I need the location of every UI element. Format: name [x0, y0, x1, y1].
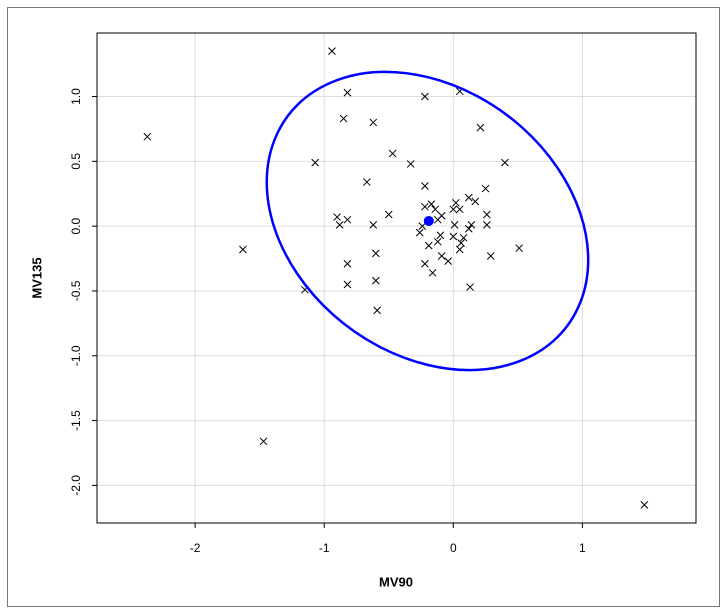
point	[388, 149, 397, 158]
point	[437, 252, 446, 260]
point	[373, 306, 381, 315]
point	[476, 123, 485, 132]
point	[640, 500, 649, 509]
point	[418, 222, 427, 231]
point	[328, 47, 336, 56]
point	[362, 178, 371, 186]
point	[428, 268, 437, 277]
point	[427, 200, 436, 208]
point	[371, 276, 380, 285]
point	[421, 92, 429, 101]
point	[444, 257, 452, 266]
point	[339, 114, 348, 123]
point	[433, 237, 442, 246]
point	[457, 239, 465, 247]
point	[421, 202, 429, 211]
point	[449, 205, 458, 214]
x-tick-label: 1	[579, 541, 586, 555]
x-tick-label: -2	[190, 541, 201, 555]
ellipse	[265, 70, 590, 372]
point	[450, 220, 459, 229]
y-tick-label: -2.0	[69, 475, 83, 496]
point	[483, 220, 491, 229]
point	[335, 220, 344, 229]
point	[424, 241, 433, 250]
point	[436, 231, 445, 240]
point	[464, 193, 473, 202]
point	[369, 220, 378, 229]
point	[483, 210, 491, 219]
x-axis-title: MV90	[379, 574, 413, 589]
point	[384, 210, 393, 219]
point	[431, 205, 440, 214]
point	[452, 198, 460, 207]
point	[501, 158, 509, 167]
y-tick-label: 1.0	[69, 88, 83, 105]
point	[421, 259, 429, 268]
point	[415, 228, 424, 237]
point	[421, 182, 429, 190]
point	[471, 197, 480, 206]
point	[486, 252, 495, 260]
point	[143, 132, 152, 141]
point	[433, 215, 442, 224]
point	[481, 184, 490, 193]
x-tick-label: -1	[319, 541, 330, 555]
point	[343, 280, 352, 289]
y-tick-label: -1.0	[69, 345, 83, 366]
frame	[7, 7, 720, 607]
point	[466, 283, 474, 291]
point	[449, 232, 458, 241]
point	[515, 244, 523, 253]
point	[311, 158, 320, 167]
point	[343, 259, 352, 268]
point	[343, 215, 352, 224]
y-tick-label: 0.0	[69, 217, 83, 234]
y-axis-title: MV135	[29, 257, 44, 298]
y-tick-label: -0.5	[69, 280, 83, 301]
point	[369, 118, 378, 127]
point	[239, 245, 247, 254]
point	[455, 245, 464, 254]
center-point	[423, 215, 434, 226]
y-tick-label: -1.5	[69, 410, 83, 431]
point	[371, 249, 380, 258]
point	[406, 160, 415, 168]
plot-border	[96, 32, 697, 524]
x-tick-label: 0	[450, 541, 457, 555]
point	[464, 224, 473, 233]
point	[467, 220, 476, 229]
y-tick-label: 0.5	[69, 153, 83, 170]
point	[343, 88, 352, 97]
point	[259, 437, 268, 446]
point	[455, 205, 464, 214]
point	[333, 213, 341, 221]
point	[459, 233, 468, 242]
